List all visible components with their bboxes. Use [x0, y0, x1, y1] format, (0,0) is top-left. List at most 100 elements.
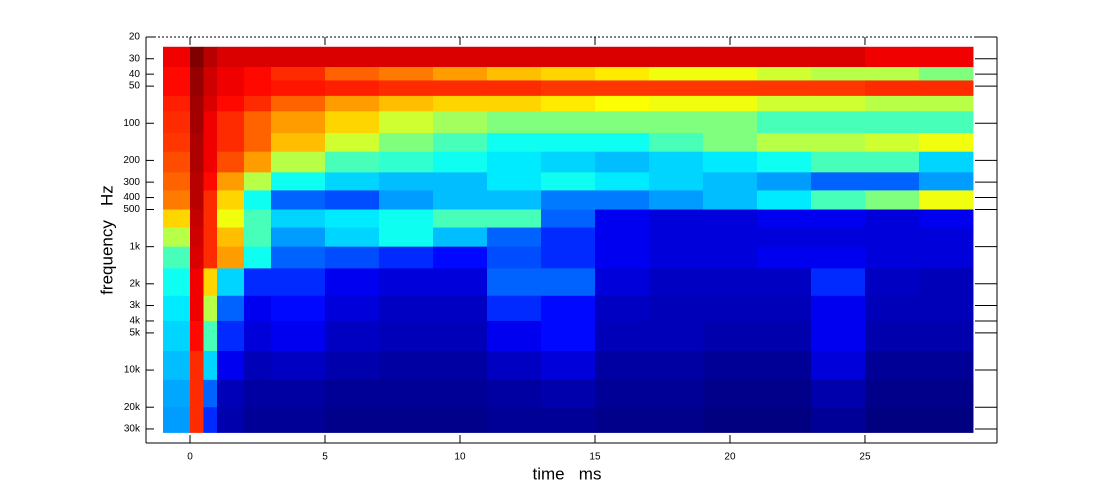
heatmap-cell	[432, 111, 488, 134]
heatmap-cell	[702, 350, 758, 381]
heatmap-cell	[594, 379, 650, 408]
heatmap-cell	[203, 350, 218, 381]
heatmap-cell	[244, 190, 272, 211]
heatmap-cell	[864, 190, 920, 211]
heatmap-cell	[594, 133, 650, 153]
heatmap-cell	[486, 209, 542, 229]
heatmap-cell	[756, 95, 812, 112]
heatmap-cell	[378, 227, 434, 248]
heatmap-cell	[203, 80, 218, 97]
x-tick-label: 20	[724, 452, 736, 463]
y-tick-label: 20	[129, 32, 141, 43]
heatmap-cell	[594, 172, 650, 191]
heatmap-cell	[378, 66, 434, 81]
heatmap-cell	[702, 295, 758, 322]
heatmap-cell	[163, 407, 191, 433]
heatmap-cell	[190, 407, 205, 433]
heatmap-cell	[325, 172, 380, 191]
heatmap-cell	[244, 46, 272, 68]
heatmap-cell	[432, 133, 488, 153]
heatmap-cell	[378, 209, 434, 229]
heatmap-cell	[594, 407, 650, 433]
heatmap-cell	[918, 209, 974, 229]
heatmap-cell	[756, 80, 812, 97]
heatmap-cell	[378, 407, 434, 433]
heatmap-cell	[378, 133, 434, 153]
heatmap-cell	[486, 80, 542, 97]
heatmap-cell	[486, 268, 542, 297]
y-tick-label: 100	[123, 118, 140, 129]
heatmap-cell	[756, 379, 812, 408]
heatmap-cell	[810, 295, 866, 322]
heatmap-cell	[325, 320, 380, 352]
heatmap-cell	[648, 46, 704, 68]
heatmap-cell	[810, 66, 866, 81]
heatmap-cell	[486, 350, 542, 381]
heatmap-cell	[486, 320, 542, 352]
heatmap-cell	[594, 209, 650, 229]
heatmap-cell	[702, 95, 758, 112]
heatmap-cell	[864, 246, 920, 269]
heatmap-cell	[163, 46, 191, 68]
heatmap-cell	[325, 46, 380, 68]
heatmap-cell	[648, 268, 704, 297]
y-tick-label: 30k	[124, 424, 141, 435]
heatmap-cell	[378, 268, 434, 297]
heatmap-cell	[217, 80, 245, 97]
y-tick-label: 400	[123, 192, 140, 203]
heatmap-cell	[325, 133, 380, 153]
heatmap-cell	[271, 80, 326, 97]
heatmap-cell	[325, 190, 380, 211]
heatmap-cell	[756, 151, 812, 173]
heatmap-cell	[810, 209, 866, 229]
heatmap-cell	[810, 95, 866, 112]
heatmap-cell	[432, 151, 488, 173]
heatmap-cell	[702, 111, 758, 134]
heatmap-cell	[918, 350, 974, 381]
heatmap-cell	[203, 95, 218, 112]
heatmap-cell	[203, 407, 218, 433]
heatmap-cell	[217, 209, 245, 229]
heatmap-cell	[702, 379, 758, 408]
heatmap-cell	[864, 379, 920, 408]
heatmap-cell	[810, 320, 866, 352]
heatmap-cell	[810, 172, 866, 191]
heatmap-cell	[648, 320, 704, 352]
x-tick-label: 25	[859, 452, 871, 463]
heatmap-cell	[271, 190, 326, 211]
y-axis-title: frequency Hz	[97, 185, 116, 295]
heatmap-cell	[810, 350, 866, 381]
heatmap-cell	[648, 80, 704, 97]
heatmap-cell	[271, 133, 326, 153]
heatmap-cell	[203, 209, 218, 229]
heatmap-cell	[190, 66, 205, 81]
heatmap-cell	[203, 151, 218, 173]
heatmap-cell	[378, 190, 434, 211]
heatmap-cell	[325, 95, 380, 112]
heatmap-cell	[190, 95, 205, 112]
heatmap-cell	[378, 320, 434, 352]
heatmap-cell	[163, 66, 191, 81]
heatmap-cell	[594, 46, 650, 68]
heatmap-cell	[594, 190, 650, 211]
y-tick-label: 200	[123, 155, 140, 166]
heatmap-cell	[190, 295, 205, 322]
heatmap-cell	[217, 46, 245, 68]
heatmap-cell	[918, 227, 974, 248]
heatmap	[163, 46, 974, 433]
heatmap-cell	[190, 80, 205, 97]
heatmap-cell	[271, 66, 326, 81]
heatmap-cell	[217, 95, 245, 112]
heatmap-cell	[540, 209, 596, 229]
heatmap-cell	[918, 111, 974, 134]
heatmap-cell	[244, 172, 272, 191]
heatmap-cell	[244, 350, 272, 381]
heatmap-cell	[918, 268, 974, 297]
heatmap-cell	[810, 190, 866, 211]
heatmap-cell	[540, 268, 596, 297]
heatmap-cell	[864, 151, 920, 173]
heatmap-cell	[203, 190, 218, 211]
heatmap-cell	[163, 111, 191, 134]
heatmap-cell	[271, 379, 326, 408]
heatmap-cell	[594, 295, 650, 322]
